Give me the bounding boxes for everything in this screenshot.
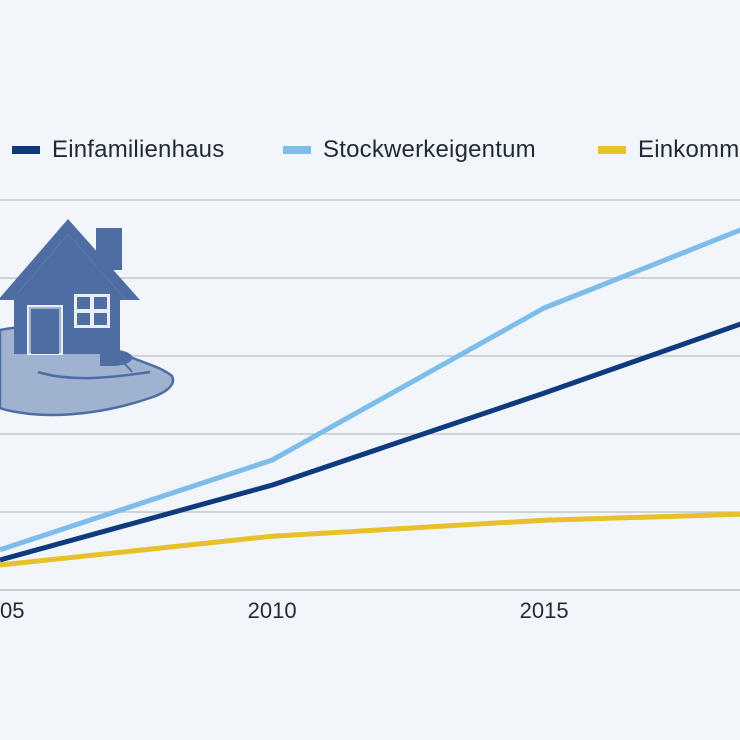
series-lines [0, 227, 740, 568]
legend: Einfamilienhaus Stockwerkeigentum Einkom… [0, 132, 740, 168]
x-tick-label: 2005 [0, 598, 24, 623]
series-line-einkommen [0, 511, 740, 568]
legend-item-einkommen: Einkommen [598, 132, 740, 168]
x-tick-label: 2015 [520, 598, 569, 623]
x-axis-ticks: 2005 2010 2015 [0, 598, 569, 623]
x-tick-label: 2010 [248, 598, 297, 623]
legend-label-einfamilienhaus: Einfamilienhaus [52, 136, 225, 163]
legend-label-stockwerkeigentum: Stockwerkeigentum [323, 136, 536, 163]
legend-item-einfamilienhaus: Einfamilienhaus [12, 132, 224, 168]
house-in-hand-icon [0, 219, 175, 417]
legend-item-stockwerkeigentum: Stockwerkeigentum [283, 132, 536, 168]
series-line-stockwerkeigentum [0, 227, 740, 553]
legend-swatch-einfamilienhaus [12, 146, 40, 154]
legend-swatch-stockwerkeigentum [283, 146, 311, 154]
series-line-einfamilienhaus [0, 321, 740, 563]
legend-label-einkommen: Einkommen [638, 136, 740, 163]
legend-swatch-einkommen [598, 146, 626, 154]
